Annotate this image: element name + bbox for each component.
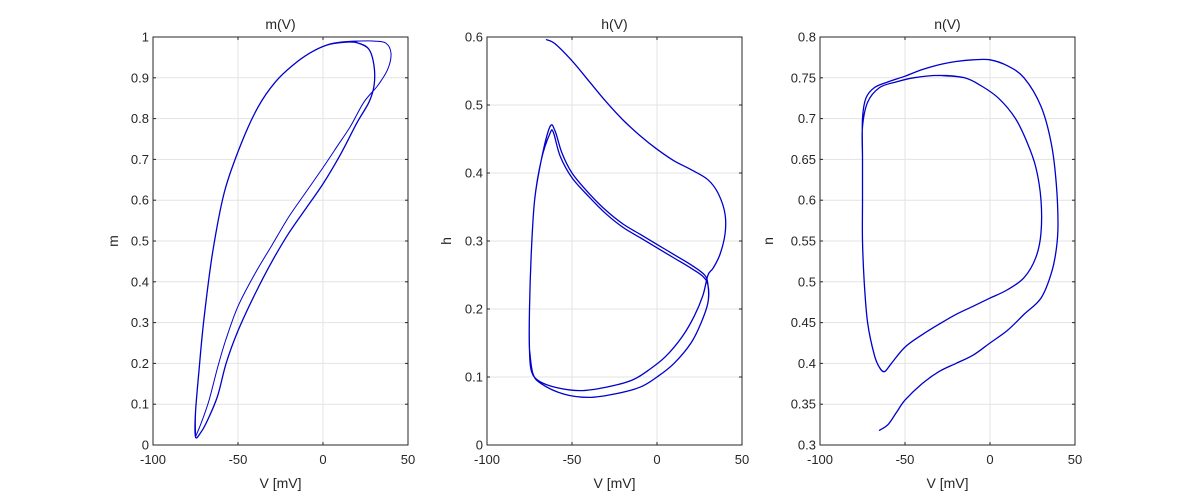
x-tick-label: -50 xyxy=(563,452,582,467)
y-tick-label: 0.1 xyxy=(131,397,149,412)
y-tick-label: 0.4 xyxy=(465,166,483,181)
y-tick-label: 0.55 xyxy=(791,234,816,249)
series-group-n xyxy=(861,58,1059,431)
chart-title-m: m(V) xyxy=(265,16,295,32)
panel-h: -100 -50 0 50 0 0.1 0.2 0.3 0.4 0.5 0.6 h(V) V [mV… xyxy=(438,16,749,491)
y-tick-label: 0.6 xyxy=(465,30,483,45)
series-group-h xyxy=(528,39,727,399)
y-axis-label-h: h xyxy=(438,237,454,245)
y-tick-label: 0.65 xyxy=(791,152,816,167)
y-tick-label: 0.2 xyxy=(131,356,149,371)
y-tick-label: 0.7 xyxy=(131,152,149,167)
x-tick-label: 0 xyxy=(986,452,993,467)
chart-title-n: n(V) xyxy=(934,16,960,32)
y-axis-label-m: m xyxy=(105,235,121,247)
x-tick-label: -100 xyxy=(807,452,833,467)
x-axis-label-m: V [mV] xyxy=(259,475,301,491)
chart-title-h: h(V) xyxy=(601,16,627,32)
x-tick-label: 50 xyxy=(735,452,749,467)
y-tick-label: 0.5 xyxy=(798,274,816,289)
series-line-m-0 xyxy=(195,40,392,438)
y-tick-label: 0.6 xyxy=(798,193,816,208)
panel-m: -100 -50 0 5000.10.20.30.40.50.60.70.80.91 … xyxy=(105,16,415,491)
x-tick-label: -100 xyxy=(474,452,500,467)
y-tick-label: 0.5 xyxy=(131,234,149,249)
y-tick-label: 0.4 xyxy=(798,356,816,371)
x-tick-label: -50 xyxy=(896,452,915,467)
y-tick-label: 0.4 xyxy=(131,274,149,289)
x-tick-label: -100 xyxy=(140,452,166,467)
series-group-m xyxy=(194,40,392,439)
y-tick-label: 0 xyxy=(142,438,149,453)
y-tick-label: 0.3 xyxy=(465,234,483,249)
y-tick-label: 0.45 xyxy=(791,315,816,330)
y-tick-label: 0.1 xyxy=(465,370,483,385)
y-tick-label: 0.2 xyxy=(465,302,483,317)
y-axis-label-n: n xyxy=(760,237,776,245)
y-tick-label: 0.5 xyxy=(465,98,483,113)
x-tick-label: 0 xyxy=(319,452,326,467)
x-tick-label: 0 xyxy=(653,452,660,467)
x-tick-label: -50 xyxy=(229,452,248,467)
series-line-m-1 xyxy=(194,40,376,439)
y-tick-label: 0.3 xyxy=(798,438,816,453)
y-tick-label: 0.3 xyxy=(131,315,149,330)
y-tick-label: 0.6 xyxy=(131,193,149,208)
y-tick-label: 0.7 xyxy=(798,111,816,126)
x-axis-label-n: V [mV] xyxy=(926,475,968,491)
y-tick-label: 0.9 xyxy=(131,70,149,85)
y-tick-label: 1 xyxy=(142,30,149,45)
ticks-h: -100 -50 0 50 0 0.1 0.2 0.3 0.4 0.5 0.6 xyxy=(465,30,749,468)
y-tick-label: 0.8 xyxy=(798,30,816,45)
series-line-h-0 xyxy=(528,39,727,399)
y-tick-label: 0.75 xyxy=(791,70,816,85)
panel-n: -100 -50 0 50 0.3 0.35 0.4 0.45 0.5 0.55 0.6 0.65 0.… xyxy=(760,16,1082,491)
ticks-n: -100 -50 0 50 0.3 0.35 0.4 0.45 0.5 0.55 0.6 0.65 0.… xyxy=(791,30,1083,468)
y-tick-label: 0.8 xyxy=(131,111,149,126)
y-tick-label: 0 xyxy=(476,438,483,453)
series-line-n-0 xyxy=(861,58,1059,431)
y-tick-label: 0.35 xyxy=(791,397,816,412)
ticks-m: -100 -50 0 50 0 0.1 0.2 0.3 0.4 0.5 0.6 0.7 0.8 0.9 1 xyxy=(131,30,415,468)
x-tick-label: 50 xyxy=(401,452,415,467)
x-axis-label-h: V [mV] xyxy=(593,475,635,491)
x-tick-label: 50 xyxy=(1068,452,1082,467)
